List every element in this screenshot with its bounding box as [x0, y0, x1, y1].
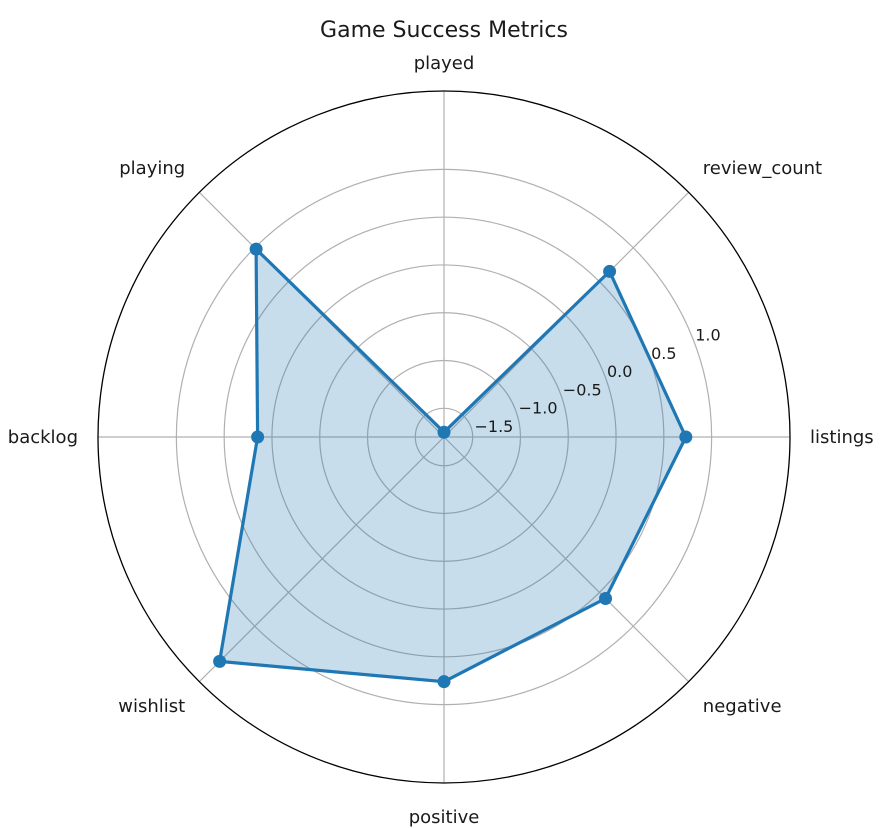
axis-label-listings: listings [810, 427, 874, 448]
grid-ring-5 [175, 168, 713, 706]
axis-label-wishlist: wishlist [118, 696, 185, 717]
grid-ring-4 [223, 216, 665, 658]
radial-tick-2: −0.5 [563, 380, 602, 399]
grid-ring-3 [271, 264, 617, 610]
axis-labels: listings review_count played playing backlog… [8, 53, 874, 828]
axis-label-positive: positive [409, 807, 480, 828]
radial-tick-1: −1.0 [519, 399, 558, 418]
data-point-wishlist [213, 654, 227, 668]
axis-label-played: played [414, 53, 475, 74]
data-point-positive [437, 675, 451, 689]
radial-tick-3: 0.0 [607, 362, 632, 381]
spoke-negative [443, 436, 690, 683]
radar-plot-area [213, 242, 693, 689]
grid-ring-2 [319, 312, 569, 562]
series-area [219, 249, 686, 682]
axis-label-playing: playing [119, 158, 185, 179]
outer-ring [97, 90, 791, 784]
grid-ring-0 [414, 407, 474, 467]
axis-label-negative: negative [703, 696, 782, 717]
radar-grid [97, 90, 791, 784]
chart-title: Game Success Metrics [320, 18, 568, 43]
data-point-played [437, 425, 451, 439]
radial-tick-labels: −1.5 −1.0 −0.5 0.0 0.5 1.0 [474, 326, 720, 436]
data-point-review_count [603, 264, 617, 278]
data-point-negative [599, 592, 613, 606]
grid-ring-1 [366, 359, 522, 515]
data-point-playing [249, 242, 263, 256]
radial-tick-0: −1.5 [474, 417, 513, 436]
radial-tick-4: 0.5 [651, 344, 676, 363]
spoke-wishlist [198, 436, 445, 683]
data-point-listings [679, 430, 693, 444]
axis-label-backlog: backlog [8, 427, 78, 448]
axis-label-review_count: review_count [703, 158, 822, 179]
radial-tick-5: 1.0 [695, 326, 720, 345]
data-point-backlog [251, 430, 265, 444]
